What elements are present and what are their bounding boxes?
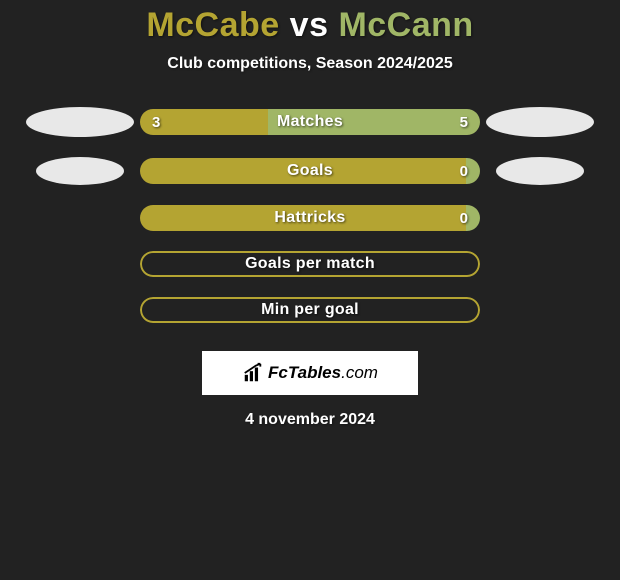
stat-label: Goals per match bbox=[140, 251, 480, 277]
player1-name: McCabe bbox=[146, 6, 279, 44]
stat-label: Hattricks bbox=[140, 205, 480, 231]
team-badge-right-slot bbox=[480, 157, 600, 185]
chart-icon bbox=[242, 362, 264, 384]
card-title: McCabe vs McCann bbox=[0, 6, 620, 45]
stat-row: Goals0 bbox=[0, 157, 620, 185]
stat-bar: Goals0 bbox=[140, 158, 480, 184]
team-badge-right bbox=[496, 157, 584, 185]
card-subtitle: Club competitions, Season 2024/2025 bbox=[0, 55, 620, 73]
stat-label: Matches bbox=[140, 109, 480, 135]
fctables-logo: FcTables.com bbox=[202, 351, 418, 395]
logo-text-tld: .com bbox=[341, 363, 378, 382]
stat-value-left: 3 bbox=[152, 109, 160, 135]
stat-value-right: 0 bbox=[460, 158, 468, 184]
team-badge-left-slot bbox=[20, 107, 140, 137]
team-badge-left bbox=[26, 107, 134, 137]
stat-row: Matches3 5 bbox=[0, 107, 620, 137]
stat-row: Goals per match bbox=[0, 251, 620, 277]
stat-bar: Goals per match bbox=[140, 251, 480, 277]
stat-bar: Matches3 5 bbox=[140, 109, 480, 135]
stat-row: Min per goal bbox=[0, 297, 620, 323]
stat-bar: Hattricks0 bbox=[140, 205, 480, 231]
player2-name: McCann bbox=[338, 6, 473, 44]
stat-label: Min per goal bbox=[140, 297, 480, 323]
stat-row: Hattricks0 bbox=[0, 205, 620, 231]
team-badge-right bbox=[486, 107, 594, 137]
stat-label: Goals bbox=[140, 158, 480, 184]
team-badge-left-slot bbox=[20, 157, 140, 185]
team-badge-left bbox=[36, 157, 124, 185]
team-badge-right-slot bbox=[480, 107, 600, 137]
stat-rows: Matches35Goals0Hattricks0Goals per match… bbox=[0, 107, 620, 323]
comparison-card: McCabe vs McCann Club competitions, Seas… bbox=[0, 0, 620, 429]
stat-value-right: 0 bbox=[460, 205, 468, 231]
stat-bar: Min per goal bbox=[140, 297, 480, 323]
title-vs: vs bbox=[290, 6, 329, 44]
stat-value-right: 5 bbox=[460, 109, 468, 135]
logo-text-brand: FcTables bbox=[268, 363, 341, 382]
snapshot-date: 4 november 2024 bbox=[0, 411, 620, 429]
